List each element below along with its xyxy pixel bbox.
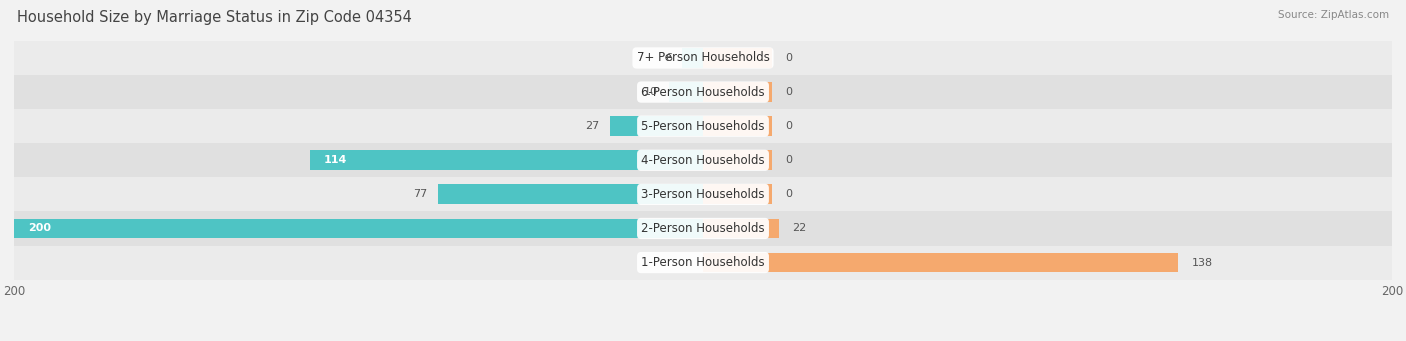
Bar [14, 246, 1392, 280]
Text: 0: 0 [786, 87, 793, 97]
Bar [703, 219, 779, 238]
Bar [14, 143, 1392, 177]
Text: 0: 0 [786, 121, 793, 131]
Text: Household Size by Marriage Status in Zip Code 04354: Household Size by Marriage Status in Zip… [17, 10, 412, 25]
Bar [610, 116, 703, 136]
Text: Source: ZipAtlas.com: Source: ZipAtlas.com [1278, 10, 1389, 20]
Text: 114: 114 [323, 155, 347, 165]
Bar [14, 219, 703, 238]
Bar [669, 82, 703, 102]
Text: 138: 138 [1192, 257, 1213, 268]
Text: 6-Person Households: 6-Person Households [641, 86, 765, 99]
Bar [703, 150, 772, 170]
Bar [14, 41, 1392, 75]
Text: 4-Person Households: 4-Person Households [641, 154, 765, 167]
Text: 6: 6 [665, 53, 672, 63]
Text: 3-Person Households: 3-Person Households [641, 188, 765, 201]
Bar [14, 211, 1392, 246]
Bar [14, 177, 1392, 211]
Text: 10: 10 [644, 87, 658, 97]
Text: 0: 0 [786, 189, 793, 199]
Bar [682, 48, 703, 68]
Bar [703, 116, 772, 136]
Bar [703, 48, 772, 68]
Text: 0: 0 [786, 155, 793, 165]
Text: 200: 200 [28, 223, 51, 234]
Bar [14, 109, 1392, 143]
Text: 77: 77 [413, 189, 427, 199]
Text: 1-Person Households: 1-Person Households [641, 256, 765, 269]
Bar [14, 75, 1392, 109]
Text: 2-Person Households: 2-Person Households [641, 222, 765, 235]
Text: 22: 22 [793, 223, 807, 234]
Text: 5-Person Households: 5-Person Households [641, 120, 765, 133]
Text: 0: 0 [786, 53, 793, 63]
Bar [703, 184, 772, 204]
Text: 27: 27 [585, 121, 599, 131]
Bar [703, 253, 1178, 272]
Bar [703, 82, 772, 102]
Text: 7+ Person Households: 7+ Person Households [637, 51, 769, 64]
Bar [311, 150, 703, 170]
Bar [437, 184, 703, 204]
